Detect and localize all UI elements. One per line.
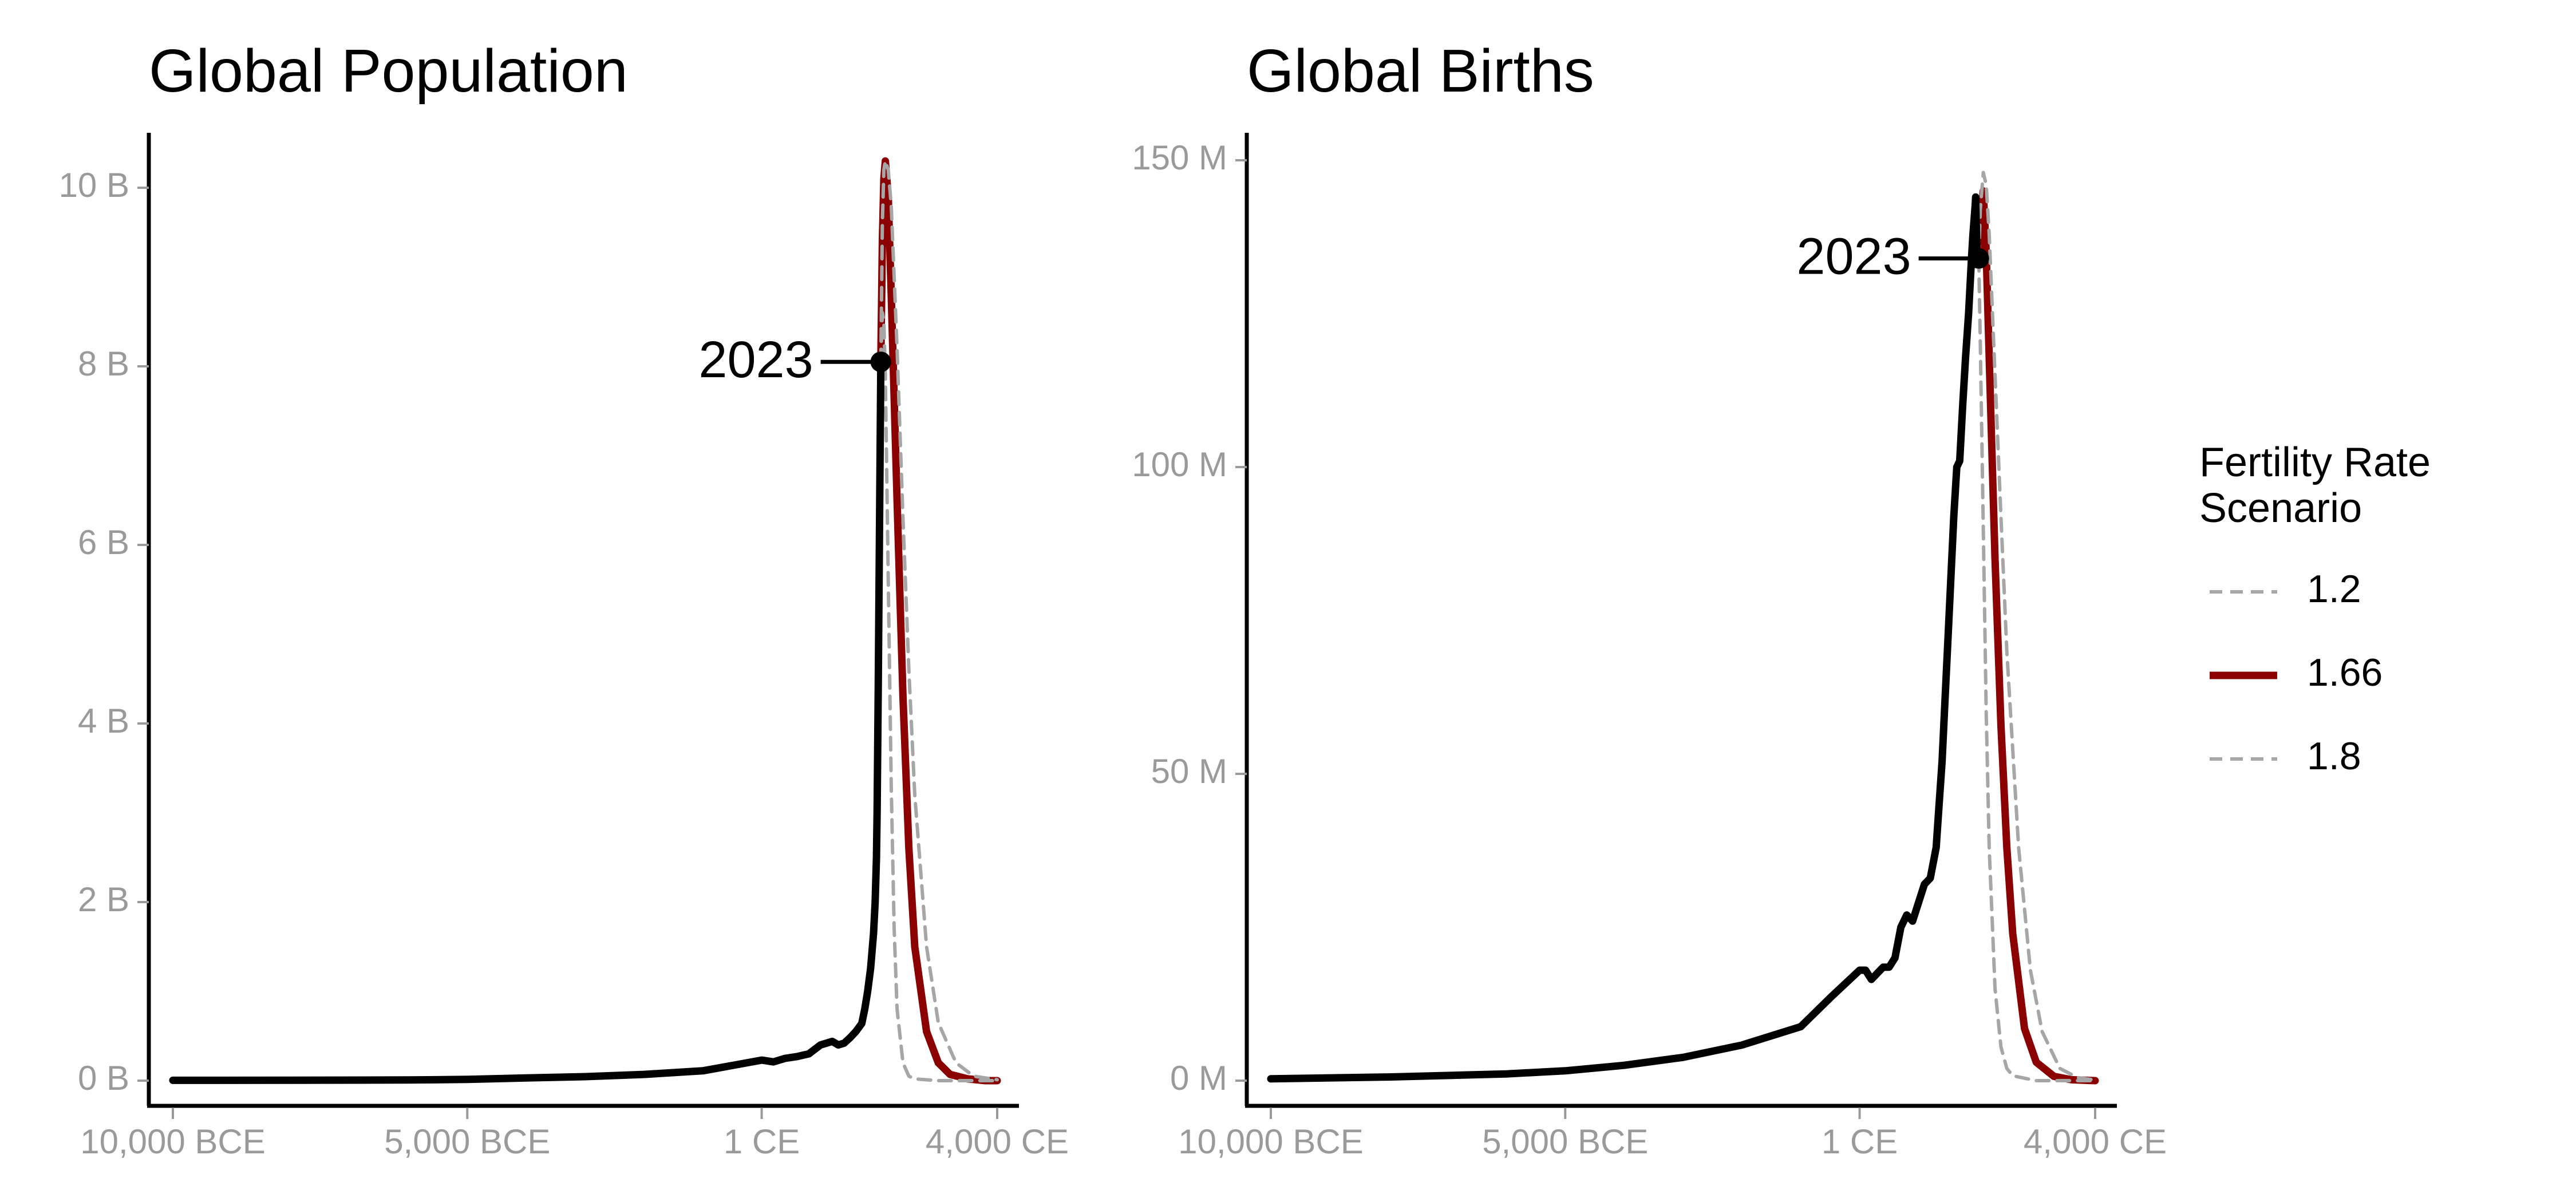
- births-chart-title: Global Births: [1247, 37, 1594, 105]
- births-panel: Global Births 0 M 50 M 100 M 150 M 10,000 BC…: [1132, 37, 2167, 1161]
- births-annotation-label: 2023: [1796, 228, 1911, 285]
- legend-title-line-2: Scenario: [2199, 485, 2362, 531]
- population-x-tick-label: 10,000 BCE: [80, 1122, 266, 1161]
- legend-label-1-66: 1.66: [2307, 651, 2383, 694]
- births-x-tick-label: 5,000 BCE: [1482, 1122, 1648, 1161]
- births-ticks: 0 M 50 M 100 M 150 M 10,000 BCE 5,000 BCE 1 CE…: [1132, 139, 2167, 1161]
- population-y-tick-label: 4 B: [78, 702, 129, 740]
- births-y-tick-label: 150 M: [1132, 139, 1227, 177]
- births-series-layer: [1267, 171, 2099, 1085]
- population-2023-annotation: 2023: [698, 331, 891, 389]
- population-y-tick-label: 8 B: [78, 345, 129, 383]
- births-scenario-1-2-line: [1977, 256, 2097, 1082]
- population-y-tick-label: 10 B: [59, 166, 129, 204]
- births-y-tick-label: 50 M: [1151, 752, 1227, 790]
- births-2023-marker: [1968, 248, 1989, 269]
- births-y-tick-label: 0 M: [1170, 1059, 1227, 1097]
- population-historical-line: [169, 358, 885, 1084]
- population-2023-marker: [870, 351, 891, 373]
- legend-label-1-2: 1.2: [2307, 567, 2361, 611]
- population-x-tick-label: 1 CE: [724, 1122, 800, 1161]
- births-x-tick-label: 1 CE: [1822, 1122, 1898, 1161]
- births-x-tick-label: 10,000 BCE: [1178, 1122, 1364, 1161]
- population-scenario-1-8-line: [879, 159, 999, 1082]
- births-x-tick-label: 4,000 CE: [2024, 1122, 2167, 1161]
- births-scenario-1-8-line: [1977, 171, 2097, 1082]
- population-y-tick-label: 0 B: [78, 1059, 129, 1097]
- population-x-tick-label: 4,000 CE: [926, 1122, 1069, 1161]
- legend-label-1-8: 1.8: [2307, 734, 2361, 778]
- births-2023-annotation: 2023: [1796, 228, 1989, 285]
- births-y-tick-label: 100 M: [1132, 445, 1227, 484]
- legend: Fertility Rate Scenario 1.2 1.66 1.8: [2199, 440, 2431, 778]
- population-panel: Global Population 0 B 2 B 4 B 6 B 8 B 10 B 10,…: [59, 37, 1069, 1161]
- population-y-tick-label: 6 B: [78, 523, 129, 562]
- births-scenario-1-66-line: [1975, 187, 2099, 1085]
- population-x-tick-label: 5,000 BCE: [384, 1122, 550, 1161]
- population-ticks: 0 B 2 B 4 B 6 B 8 B 10 B 10,000 BCE 5,000 BCE 1 …: [59, 166, 1069, 1161]
- legend-title-line-1: Fertility Rate: [2199, 440, 2431, 485]
- legend-items: 1.2 1.66 1.8: [2210, 567, 2383, 778]
- population-y-tick-label: 2 B: [78, 880, 129, 919]
- population-scenario-1-66-line: [877, 157, 1001, 1085]
- population-scenario-1-2-line: [879, 311, 999, 1082]
- population-series-layer: [169, 157, 1001, 1085]
- births-historical-line: [1267, 193, 1983, 1083]
- population-chart-title: Global Population: [149, 37, 628, 105]
- population-annotation-label: 2023: [698, 331, 813, 389]
